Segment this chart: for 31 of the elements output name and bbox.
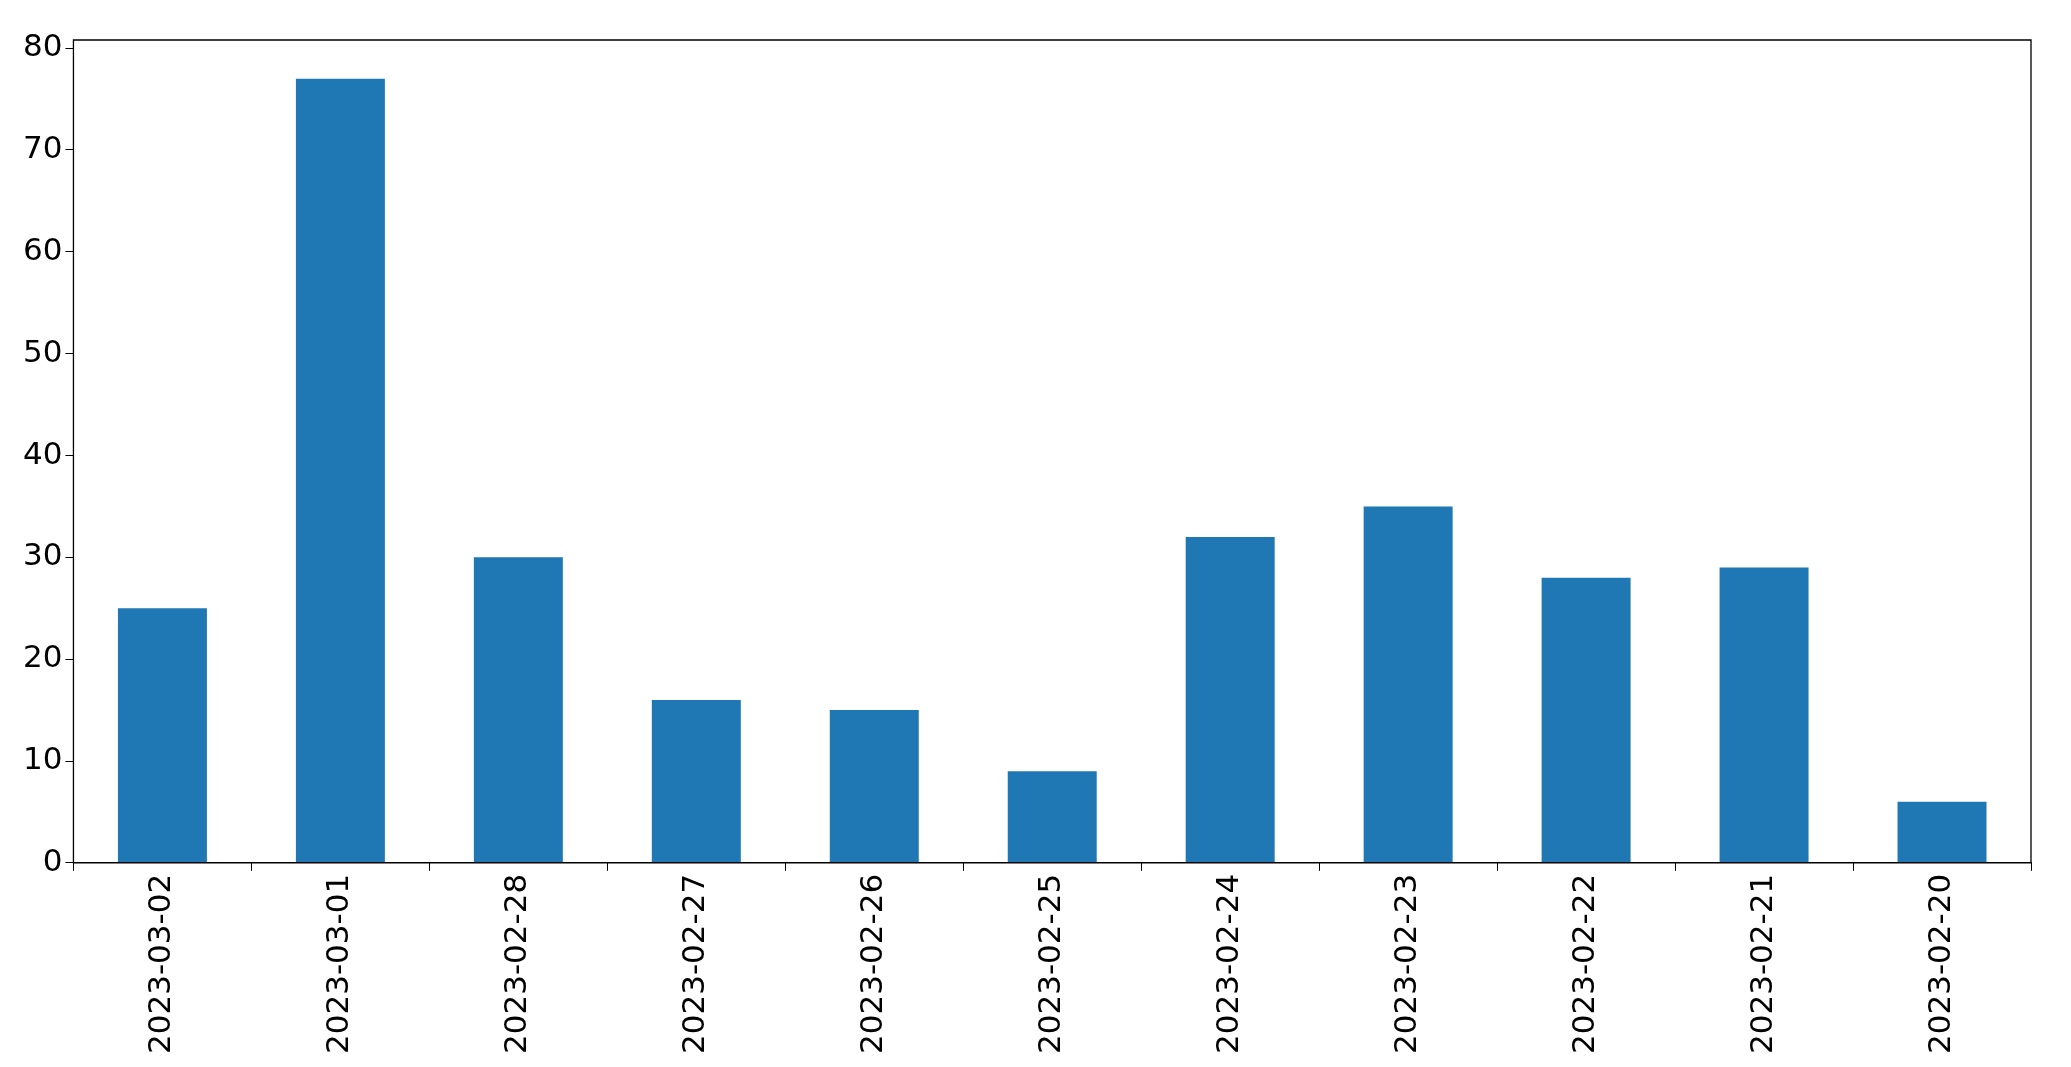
y-tick-label: 30 xyxy=(22,536,63,573)
y-tick-label: 10 xyxy=(22,740,63,777)
x-tick-label: 2023-02-21 xyxy=(1743,873,1780,1055)
bar xyxy=(829,710,919,863)
x-tick-label: 2023-02-22 xyxy=(1565,873,1602,1055)
x-tick-label: 2023-02-24 xyxy=(1209,873,1246,1055)
x-tick-label: 2023-02-23 xyxy=(1387,873,1424,1055)
bar xyxy=(295,78,385,863)
bar xyxy=(1185,536,1275,863)
bar xyxy=(651,699,741,863)
y-tick-label: 0 xyxy=(42,841,63,878)
x-tick-label: 2023-02-27 xyxy=(675,873,712,1055)
x-tick-label: 2023-03-01 xyxy=(319,873,356,1055)
x-tick-label: 2023-02-20 xyxy=(1921,873,1958,1055)
bar xyxy=(1719,567,1809,863)
bar xyxy=(1007,771,1097,863)
bar xyxy=(473,557,563,863)
bar xyxy=(1541,577,1631,863)
bar xyxy=(1363,506,1453,863)
y-tick-label: 20 xyxy=(22,638,63,675)
y-tick-label: 80 xyxy=(22,27,63,64)
bar xyxy=(117,608,207,863)
x-tick-label: 2023-02-26 xyxy=(853,873,890,1055)
x-tick-label: 2023-02-25 xyxy=(1031,873,1068,1055)
y-tick-label: 40 xyxy=(22,434,63,471)
x-tick-label: 2023-03-02 xyxy=(141,873,178,1055)
x-tick-label: 2023-02-28 xyxy=(497,873,534,1055)
y-tick-label: 60 xyxy=(22,230,63,267)
y-tick-label: 70 xyxy=(22,129,63,166)
y-tick-label: 50 xyxy=(22,332,63,369)
bar xyxy=(1897,801,1987,863)
